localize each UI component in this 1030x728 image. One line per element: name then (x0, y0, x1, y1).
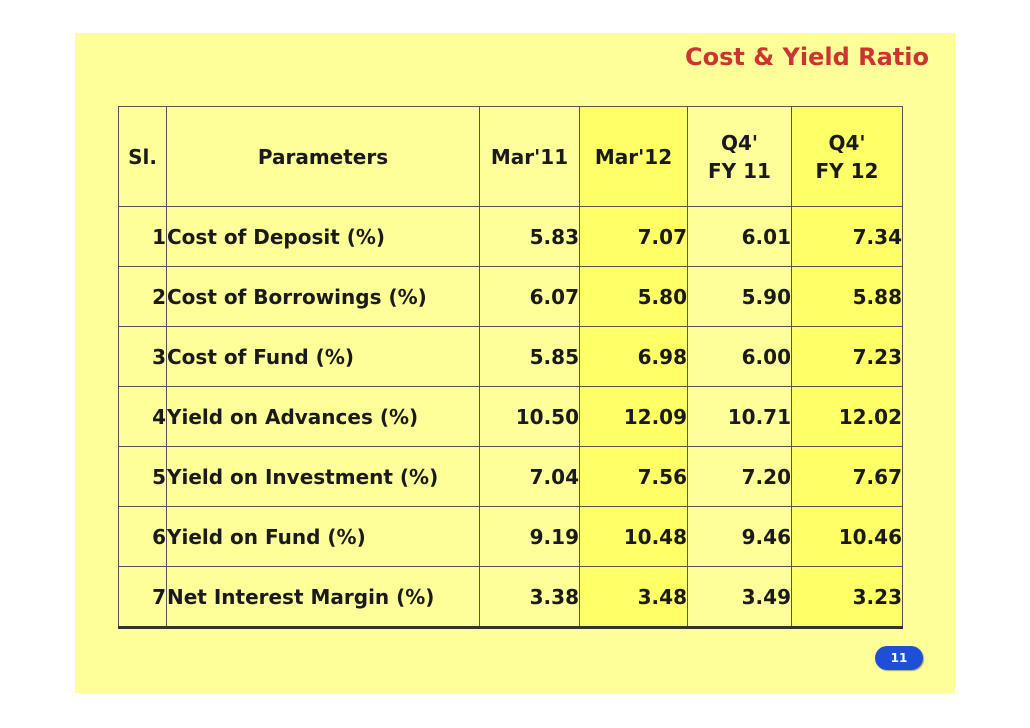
cell-parameter: Cost of Deposit (%) (166, 206, 480, 267)
cell-mar12: 7.07 (579, 206, 688, 267)
cell-sl: 5 (118, 446, 167, 507)
cell-sl: 3 (118, 326, 167, 387)
cell-mar11: 5.83 (479, 206, 580, 267)
cell-q4fy11: 9.46 (687, 506, 792, 567)
cell-parameter: Net Interest Margin (%) (166, 566, 480, 629)
header-mar11: Mar'11 (479, 106, 580, 207)
cell-mar11: 5.85 (479, 326, 580, 387)
cell-q4fy11: 3.49 (687, 566, 792, 629)
table-row: 4 Yield on Advances (%) 10.50 12.09 10.7… (118, 386, 903, 447)
cell-q4fy12: 10.46 (791, 506, 903, 567)
header-parameters: Parameters (166, 106, 480, 207)
header-q4fy11: Q4' FY 11 (687, 106, 792, 207)
cell-sl: 1 (118, 206, 167, 267)
cell-mar12: 3.48 (579, 566, 688, 629)
table-row: 5 Yield on Investment (%) 7.04 7.56 7.20… (118, 446, 903, 507)
cell-parameter: Cost of Fund (%) (166, 326, 480, 387)
table-row: 2 Cost of Borrowings (%) 6.07 5.80 5.90 … (118, 266, 903, 327)
cell-q4fy11: 10.71 (687, 386, 792, 447)
cell-sl: 2 (118, 266, 167, 327)
cell-q4fy12: 12.02 (791, 386, 903, 447)
header-q4fy12-line2: FY 12 (815, 158, 879, 183)
table-header-row: Sl. Parameters Mar'11 Mar'12 Q4' FY 11 Q… (118, 106, 903, 207)
cell-mar12: 7.56 (579, 446, 688, 507)
cell-q4fy11: 5.90 (687, 266, 792, 327)
header-q4fy11-line2: FY 11 (708, 158, 771, 183)
cell-mar11: 9.19 (479, 506, 580, 567)
table-row: 3 Cost of Fund (%) 5.85 6.98 6.00 7.23 (118, 326, 903, 387)
table-row: 6 Yield on Fund (%) 9.19 10.48 9.46 10.4… (118, 506, 903, 567)
table-row: 1 Cost of Deposit (%) 5.83 7.07 6.01 7.3… (118, 206, 903, 267)
slide-title: Cost & Yield Ratio (684, 43, 929, 71)
cell-parameter: Yield on Advances (%) (166, 386, 480, 447)
cell-parameter: Cost of Borrowings (%) (166, 266, 480, 327)
header-q4fy12: Q4' FY 12 (791, 106, 903, 207)
cost-yield-table: Sl. Parameters Mar'11 Mar'12 Q4' FY 11 Q… (118, 106, 903, 629)
cell-q4fy11: 6.00 (687, 326, 792, 387)
cell-mar12: 6.98 (579, 326, 688, 387)
cell-sl: 4 (118, 386, 167, 447)
cell-mar12: 5.80 (579, 266, 688, 327)
cell-q4fy12: 7.23 (791, 326, 903, 387)
cell-q4fy11: 7.20 (687, 446, 792, 507)
cell-q4fy12: 7.67 (791, 446, 903, 507)
cell-q4fy12: 3.23 (791, 566, 903, 629)
cell-mar12: 10.48 (579, 506, 688, 567)
cell-sl: 6 (118, 506, 167, 567)
cell-q4fy11: 6.01 (687, 206, 792, 267)
cell-mar11: 10.50 (479, 386, 580, 447)
header-q4fy11-line1: Q4' (720, 130, 759, 155)
page-number-badge: 11 (875, 646, 923, 670)
header-q4fy12-line1: Q4' (828, 130, 866, 155)
cell-mar11: 3.38 (479, 566, 580, 629)
table-row: 7 Net Interest Margin (%) 3.38 3.48 3.49… (118, 566, 903, 629)
cell-mar11: 6.07 (479, 266, 580, 327)
slide: Cost & Yield Ratio Sl. Parameters Mar'11… (75, 33, 955, 693)
cell-sl: 7 (118, 566, 167, 629)
cell-mar12: 12.09 (579, 386, 688, 447)
cell-parameter: Yield on Fund (%) (166, 506, 480, 567)
header-sl: Sl. (118, 106, 167, 207)
cell-mar11: 7.04 (479, 446, 580, 507)
cell-q4fy12: 7.34 (791, 206, 903, 267)
cell-parameter: Yield on Investment (%) (166, 446, 480, 507)
header-mar12: Mar'12 (579, 106, 688, 207)
cell-q4fy12: 5.88 (791, 266, 903, 327)
